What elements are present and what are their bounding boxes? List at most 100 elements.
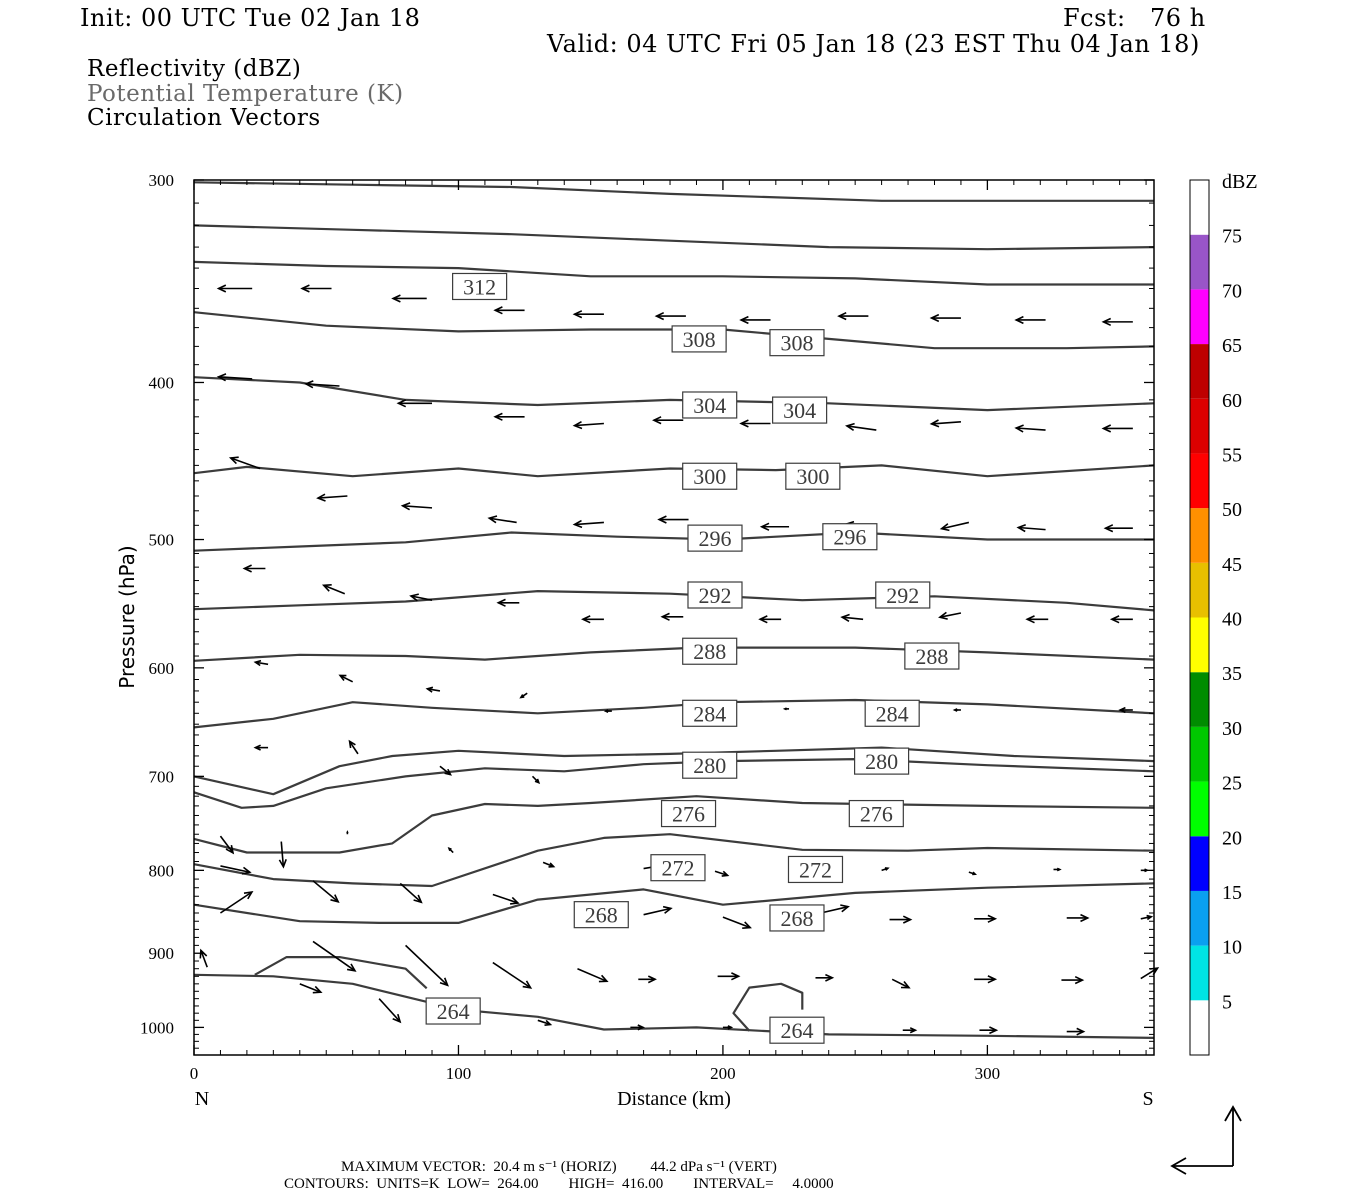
circulation-vector [519, 692, 528, 699]
circulation-vector [714, 870, 730, 877]
contour-label-284: 284 [864, 699, 920, 727]
circulation-vector [496, 598, 520, 607]
circulation-vector [253, 744, 269, 751]
svg-text:308: 308 [683, 327, 716, 352]
contour-label-304: 304 [772, 396, 828, 424]
circulation-vector [572, 519, 604, 529]
colorbar-level-label: 45 [1222, 554, 1242, 576]
circulation-vector [1061, 975, 1085, 985]
circulation-vector [840, 613, 864, 622]
field-reflectivity: Reflectivity (dBZ) [87, 56, 302, 82]
theta-contour-300-5 [193, 464, 1155, 478]
colorbar-swatch [1190, 562, 1209, 618]
circulation-vector [1025, 615, 1049, 624]
circulation-vector [312, 880, 340, 904]
circulation-vector [220, 890, 254, 914]
svg-text:284: 284 [876, 701, 909, 726]
circulation-vectors [199, 284, 1160, 1036]
svg-text:292: 292 [886, 583, 919, 608]
colorbar-level-label: 35 [1222, 663, 1242, 685]
colorbar-swatch [1190, 453, 1209, 509]
circulation-vector [1101, 424, 1133, 433]
circulation-vector [316, 493, 348, 502]
circulation-vector [312, 940, 357, 972]
theta-contour-272-12 [193, 795, 1155, 854]
circulation-vector [1014, 315, 1046, 325]
theta-contour-312-2 [193, 260, 1154, 286]
y-axis-title: Pressure (hPa) [115, 545, 139, 688]
circulation-vector [242, 564, 266, 573]
contour-label-284: 284 [682, 699, 738, 727]
theta-contour-312-0 [193, 181, 1154, 202]
colorbar-level-label: 15 [1222, 882, 1242, 904]
colorbar-level-label: 70 [1222, 280, 1242, 302]
circulation-vector [572, 310, 604, 319]
svg-text:268: 268 [780, 906, 813, 931]
forecast-hour: Fcst: 76 h [1063, 4, 1206, 32]
theta-contour-312-1 [193, 224, 1155, 251]
circulation-vector [739, 419, 771, 428]
theta-contour-264-17 [732, 982, 804, 1032]
circulation-vector [974, 914, 998, 923]
circulation-vector [722, 1025, 734, 1030]
svg-text:268: 268 [585, 903, 618, 928]
theta-contour-296-6 [193, 531, 1154, 552]
circulation-vector [815, 973, 835, 982]
y-tick-label: 1000 [140, 1018, 174, 1037]
svg-text:288: 288 [915, 644, 948, 669]
svg-text:312: 312 [463, 274, 496, 299]
svg-text:288: 288 [693, 639, 726, 664]
x-tick-label: 100 [446, 1064, 472, 1083]
colorbar-level-label: 40 [1222, 609, 1242, 631]
circulation-vector [487, 515, 517, 524]
circulation-vector [220, 865, 252, 875]
circulation-vector [253, 659, 269, 667]
x-tick-label: 300 [975, 1064, 1001, 1083]
contour-label-304: 304 [682, 391, 738, 419]
colorbar-swatch [1190, 344, 1209, 399]
circulation-vector [929, 313, 961, 323]
theta-contour-264-16 [254, 956, 428, 990]
contour-label-276: 276 [848, 799, 904, 828]
contour-label-280: 280 [682, 751, 738, 779]
svg-text:304: 304 [693, 393, 726, 418]
footer-max-vector: MAXIMUM VECTOR: 20.4 m s⁻¹ (HORIZ) 44.2 … [341, 1159, 777, 1175]
svg-text:280: 280 [865, 749, 898, 774]
circulation-vector [1140, 914, 1154, 921]
colorbar-level-label: 30 [1222, 718, 1242, 740]
circulation-vector [929, 419, 961, 428]
colorbar-level-label: 50 [1222, 499, 1242, 521]
svg-text:276: 276 [860, 802, 893, 827]
contour-label-268: 268 [769, 904, 825, 932]
svg-text:308: 308 [780, 331, 813, 356]
circulation-vector [968, 871, 978, 876]
circulation-vector [338, 674, 354, 683]
svg-text:276: 276 [672, 802, 705, 827]
circulation-vector [938, 611, 962, 620]
contour-label-272: 272 [787, 855, 844, 884]
circulation-vector [845, 422, 877, 431]
circulation-vector [492, 961, 533, 989]
circulation-vector [348, 739, 359, 755]
circulation-vector [1101, 317, 1133, 327]
circulation-vector [1140, 967, 1160, 980]
plot-frame [193, 179, 1155, 1056]
colorbar-level-label: 5 [1222, 991, 1232, 1013]
circulation-vector [1053, 867, 1062, 872]
colorbar-unit: dBZ [1222, 171, 1258, 193]
y-tick-label: 800 [149, 861, 175, 880]
circulation-vector [405, 944, 449, 987]
reference-vector-icon [1170, 1105, 1242, 1175]
field-vectors: Circulation Vectors [87, 105, 321, 131]
theta-contour-288-8 [193, 646, 1155, 662]
colorbar-swatch [1190, 726, 1209, 782]
circulation-vector [447, 846, 454, 854]
circulation-vector [660, 612, 684, 621]
circulation-vector [425, 686, 441, 693]
circulation-vector [643, 905, 673, 916]
contour-label-300: 300 [682, 462, 738, 490]
contour-label-308: 308 [769, 329, 825, 357]
circulation-vector [577, 967, 609, 983]
y-tick-label: 900 [149, 944, 175, 963]
